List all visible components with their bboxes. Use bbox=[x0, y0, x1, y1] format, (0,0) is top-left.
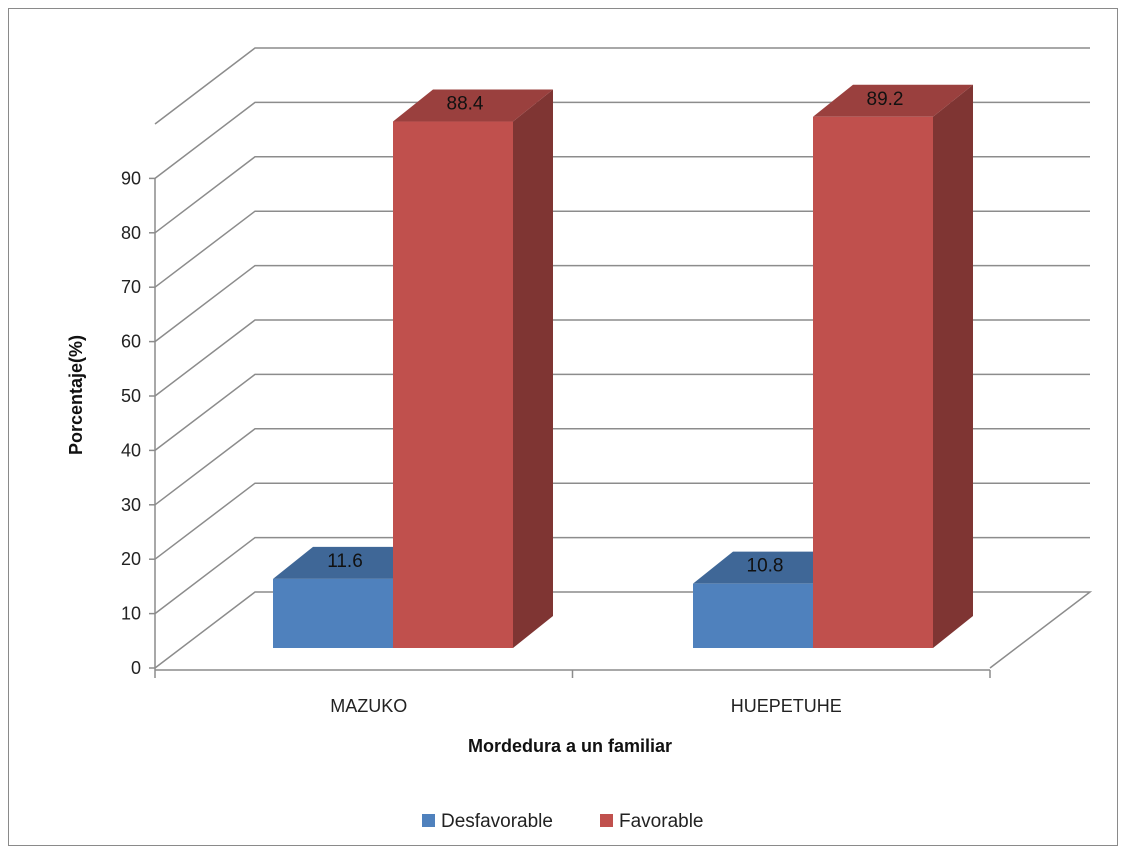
category-label-huepetuhe: HUEPETUHE bbox=[731, 696, 842, 716]
gridline-20 bbox=[154, 482, 1090, 560]
gridline-100 bbox=[154, 47, 1090, 125]
y-tick-label-20: 20 bbox=[121, 549, 141, 569]
legend-swatch-favorable bbox=[600, 814, 613, 827]
data-label-mazuko-favorable: 88.4 bbox=[447, 94, 484, 115]
legend-label-favorable: Favorable bbox=[619, 811, 704, 832]
legend: Desfavorable Favorable bbox=[422, 811, 704, 832]
gridline-30 bbox=[154, 428, 1090, 506]
legend-swatch-desfavorable bbox=[422, 814, 435, 827]
y-tick-label-90: 90 bbox=[121, 168, 141, 188]
y-axis-ticks: 0 10 20 30 40 50 60 70 80 90 bbox=[121, 168, 155, 678]
y-tick-label-70: 70 bbox=[121, 277, 141, 297]
bar-front bbox=[393, 121, 513, 649]
gridline-80 bbox=[154, 156, 1090, 234]
y-tick-label-80: 80 bbox=[121, 223, 141, 243]
category-labels: MAZUKO HUEPETUHE bbox=[330, 696, 842, 716]
y-axis-title: Porcentaje(%) bbox=[66, 335, 86, 455]
y-tick-label-10: 10 bbox=[121, 604, 141, 624]
x-axis-title: Mordedura a un familiar bbox=[468, 736, 672, 756]
bars bbox=[273, 84, 973, 649]
y-tick-label-40: 40 bbox=[121, 440, 141, 460]
data-label-huepetuhe-favorable: 89.2 bbox=[867, 89, 904, 110]
y-tick-label-60: 60 bbox=[121, 332, 141, 352]
gridline-40 bbox=[154, 373, 1090, 451]
bar-huepetuhe-favorable bbox=[813, 84, 973, 648]
y-tick-label-50: 50 bbox=[121, 386, 141, 406]
legend-label-desfavorable: Desfavorable bbox=[441, 811, 553, 832]
floor-outline bbox=[154, 591, 1093, 669]
bar-mazuko-favorable bbox=[393, 89, 553, 649]
gridline-70 bbox=[154, 210, 1090, 288]
y-tick-label-30: 30 bbox=[121, 495, 141, 515]
bar-side bbox=[513, 89, 553, 649]
bar-top bbox=[393, 89, 553, 122]
gridline-50 bbox=[154, 319, 1090, 397]
gridline-10 bbox=[154, 536, 1090, 615]
category-label-mazuko: MAZUKO bbox=[330, 696, 407, 716]
data-labels: 11.6 88.4 10.8 89.2 bbox=[327, 89, 903, 577]
gridlines bbox=[154, 47, 1090, 615]
bar-front bbox=[273, 578, 393, 648]
x-axis bbox=[154, 670, 991, 678]
gridline-60 bbox=[154, 264, 1090, 343]
data-label-huepetuhe-desfavorable: 10.8 bbox=[747, 556, 784, 577]
gridline-90 bbox=[154, 101, 1090, 179]
bar-side bbox=[933, 84, 973, 648]
y-tick-label-0: 0 bbox=[131, 658, 141, 678]
bar-front bbox=[693, 583, 813, 648]
data-label-mazuko-desfavorable: 11.6 bbox=[327, 551, 363, 572]
bar-top bbox=[813, 84, 973, 117]
bar-front bbox=[813, 116, 933, 648]
